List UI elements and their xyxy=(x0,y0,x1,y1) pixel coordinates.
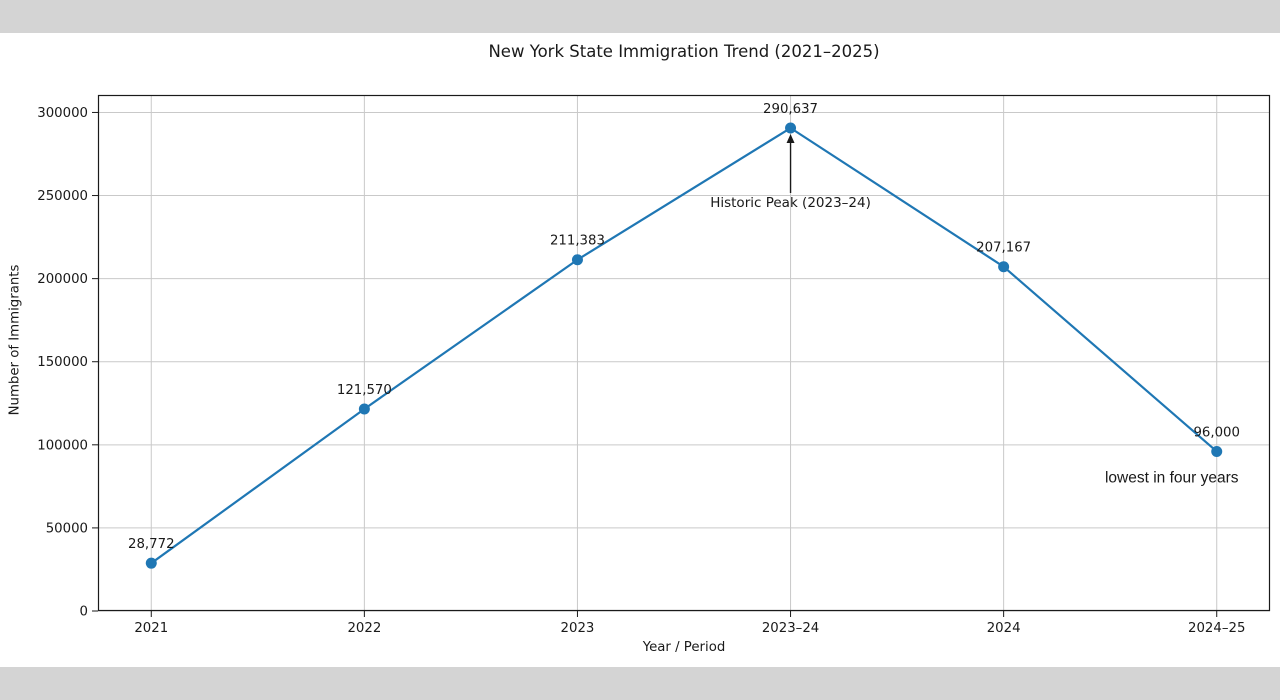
y-tick-label: 0 xyxy=(80,605,88,620)
x-axis-label: Year / Period xyxy=(642,640,726,655)
annotation-historic-peak: Historic Peak (2023–24) xyxy=(710,195,871,211)
letterbox-bottom xyxy=(0,667,1280,700)
data-point xyxy=(998,261,1010,273)
y-tick-label: 100000 xyxy=(37,438,88,453)
x-tick-label: 2023–24 xyxy=(762,621,819,636)
x-tick-label: 2022 xyxy=(347,621,381,636)
point-value-label: 211,383 xyxy=(550,234,605,249)
x-tick-label: 2024–25 xyxy=(1188,621,1245,636)
data-point xyxy=(358,403,370,415)
data-point xyxy=(1211,445,1223,457)
annotation-arrow-head xyxy=(786,134,795,144)
x-tick-label: 2023 xyxy=(561,621,595,636)
point-value-label: 28,772 xyxy=(128,537,175,552)
point-value-label: 290,637 xyxy=(763,102,818,117)
point-value-label: 207,167 xyxy=(976,241,1031,256)
annotation-lowest-four-years: lowest in four years xyxy=(1105,469,1239,486)
x-tick-label: 2021 xyxy=(134,621,168,636)
chart-title: New York State Immigration Trend (2021–2… xyxy=(488,42,880,61)
data-point xyxy=(571,254,583,266)
point-value-label: 96,000 xyxy=(1193,425,1240,440)
data-point xyxy=(785,122,797,134)
data-line xyxy=(150,126,1218,565)
y-tick-label: 200000 xyxy=(37,272,88,287)
plot-border xyxy=(97,94,1271,612)
letterbox-top xyxy=(0,0,1280,33)
y-tick-label: 150000 xyxy=(37,355,88,370)
y-tick-label: 50000 xyxy=(46,521,88,536)
y-tick-label: 300000 xyxy=(37,106,88,121)
data-point xyxy=(145,557,157,569)
x-tick-label: 2024 xyxy=(987,621,1021,636)
y-tick-label: 250000 xyxy=(37,189,88,204)
point-value-label: 121,570 xyxy=(337,383,392,398)
